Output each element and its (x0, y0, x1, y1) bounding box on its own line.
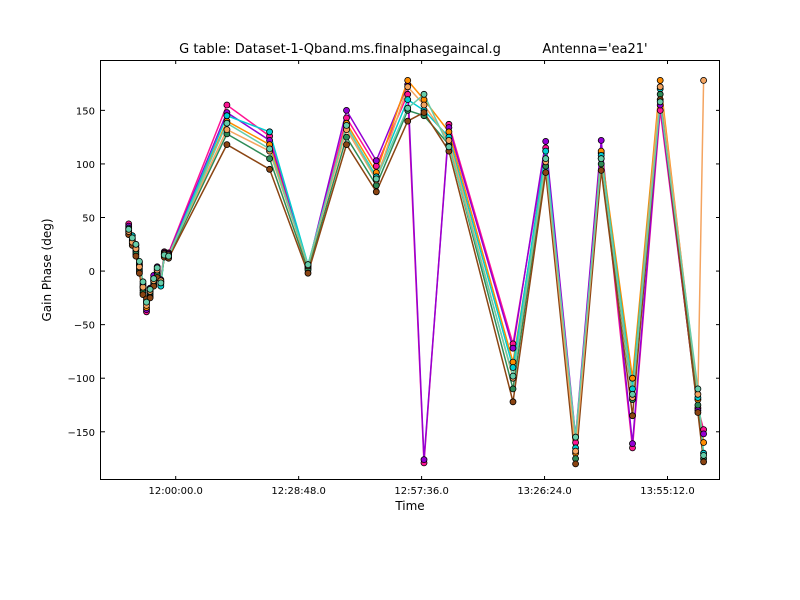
data-point (139, 291, 147, 299)
y-tick-label: 100 (76, 160, 95, 171)
data-point (700, 430, 707, 438)
data-point (420, 101, 428, 109)
data-point (372, 188, 380, 196)
plot-area-frame (100, 60, 720, 480)
data-point (656, 83, 664, 91)
y-tick-label: −100 (68, 374, 95, 385)
data-point (509, 364, 517, 371)
data-point (372, 175, 380, 183)
data-point (343, 122, 350, 129)
data-point (420, 456, 428, 464)
data-point (404, 104, 412, 112)
x-tick-label: 12:57:36.0 (394, 486, 448, 497)
y-tick-label: 150 (76, 106, 95, 117)
data-point (146, 285, 154, 293)
data-point (597, 136, 605, 144)
data-point (694, 409, 702, 416)
y-tick-label: −150 (68, 428, 95, 439)
data-point (304, 269, 312, 277)
data-point (700, 451, 707, 459)
data-point (572, 433, 579, 441)
data-point (143, 298, 150, 306)
data-point (597, 166, 605, 174)
data-point (445, 143, 453, 151)
data-point (132, 240, 140, 248)
data-point (629, 440, 636, 448)
data-point (132, 252, 140, 260)
y-axis-label: Gain Phase (deg) (40, 218, 54, 321)
data-point (150, 275, 158, 283)
data-point (223, 119, 231, 127)
data-point (656, 77, 664, 84)
data-point (128, 234, 136, 242)
data-point (597, 155, 605, 163)
data-point (629, 412, 636, 420)
data-point (223, 141, 231, 149)
data-point (404, 83, 412, 91)
data-point (139, 278, 147, 286)
data-point (165, 252, 173, 260)
data-point (153, 264, 161, 272)
x-tick-label: 12:00:00.0 (148, 486, 202, 497)
data-point (223, 101, 231, 109)
data-point (656, 98, 664, 106)
x-tick-label: 13:55:12.0 (640, 486, 694, 497)
data-point (629, 374, 636, 382)
chart-title: G table: Dataset-1-Qband.ms.finalphasega… (179, 42, 501, 57)
data-point (404, 77, 412, 84)
data-point (572, 447, 579, 455)
data-point (157, 279, 165, 287)
data-point (223, 126, 231, 134)
data-point (404, 117, 412, 125)
data-point (700, 458, 707, 466)
data-point (343, 133, 350, 141)
x-tick-label: 12:28:48.0 (271, 486, 325, 497)
data-point (420, 109, 428, 116)
data-point (509, 344, 517, 352)
data-point (125, 225, 133, 233)
data-point (266, 165, 274, 173)
data-point (700, 77, 707, 84)
y-tick-label: 50 (82, 214, 95, 225)
data-point (420, 90, 428, 98)
data-point (509, 372, 517, 380)
series-layer (125, 77, 707, 468)
data-point (266, 145, 274, 153)
chart-title-antenna: Antenna='ea21' (542, 42, 647, 57)
data-point (542, 147, 550, 155)
data-point (445, 136, 453, 144)
data-point (404, 96, 412, 103)
data-point (629, 390, 636, 398)
y-axis: −150 −100 −50 0 50 100 150 (68, 106, 720, 439)
data-point (509, 398, 517, 406)
data-point (343, 141, 350, 149)
data-point (542, 155, 550, 163)
data-point (700, 439, 707, 446)
x-axis: 12:00:00.0 12:28:48.0 12:57:36.0 13:26:24.0… (148, 60, 695, 497)
x-tick-label: 13:26:24.0 (517, 486, 571, 497)
y-tick-label: 0 (89, 267, 95, 278)
data-point (542, 137, 550, 145)
data-point (343, 107, 350, 114)
data-point (266, 128, 274, 136)
data-point (266, 155, 274, 163)
data-point (542, 169, 550, 176)
data-point (694, 385, 702, 393)
y-tick-label: −50 (74, 321, 95, 332)
data-point (372, 157, 380, 165)
data-point (135, 269, 143, 277)
data-point (509, 385, 517, 393)
data-point (304, 261, 312, 269)
data-point (146, 294, 154, 302)
data-point (223, 112, 231, 120)
data-point (694, 401, 702, 409)
data-point (135, 257, 143, 265)
x-axis-label: Time (394, 499, 424, 513)
data-point (572, 460, 579, 468)
